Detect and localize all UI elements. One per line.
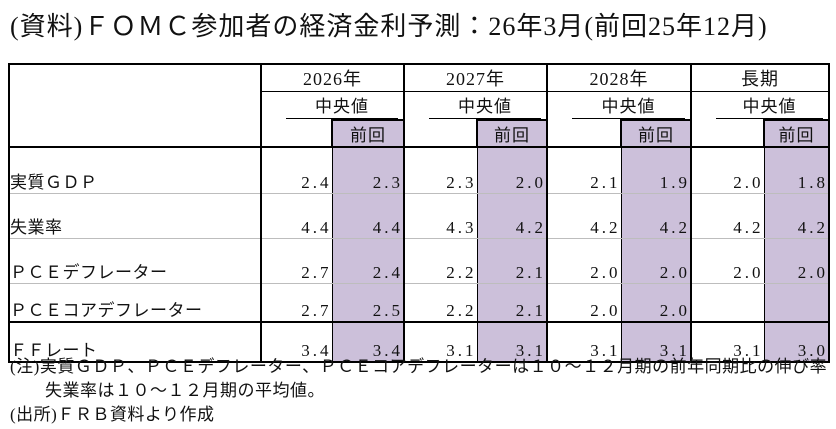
value-cell: 2.7 bbox=[260, 238, 332, 284]
year-header-2028: 2028年 bbox=[546, 64, 691, 92]
value-cell-previous bbox=[763, 283, 829, 323]
value-cell: 4.2 bbox=[690, 193, 764, 239]
note-line-2: 失業率は１０～１２月期の平均値。 bbox=[45, 381, 325, 400]
value-cell: 2.1 bbox=[546, 147, 621, 194]
row-label: ＰＣＥコアデフレーター bbox=[9, 283, 262, 323]
corner-cell bbox=[9, 64, 262, 148]
median-label: 中央値 bbox=[429, 92, 541, 119]
value-cell-previous: 2.0 bbox=[620, 238, 691, 284]
value-cell: 3.4 bbox=[260, 322, 332, 362]
value-cell-previous: 4.2 bbox=[620, 193, 691, 239]
value-cell: 3.1 bbox=[546, 322, 621, 362]
header-previous-row: 前回 前回 前回 前回 bbox=[9, 119, 829, 148]
value-cell-previous: 1.9 bbox=[620, 147, 691, 194]
median-label: 中央値 bbox=[572, 92, 685, 119]
value-cell-previous: 4.4 bbox=[331, 193, 404, 239]
blank-cell bbox=[690, 120, 764, 148]
year-header-longrun: 長期 bbox=[690, 64, 829, 92]
value-cell: 2.0 bbox=[546, 283, 621, 323]
value-cell: 3.1 bbox=[403, 322, 477, 362]
forecast-table: 2026年 2027年 2028年 長期 中央値 中央値 中央値 中央値 前回 bbox=[8, 63, 830, 363]
value-cell: 2.2 bbox=[403, 238, 477, 284]
value-cell: 4.3 bbox=[403, 193, 477, 239]
value-cell-previous: 4.2 bbox=[476, 193, 547, 239]
value-cell: 4.2 bbox=[546, 193, 621, 239]
value-cell-previous: 2.5 bbox=[331, 283, 404, 323]
value-cell-previous: 2.3 bbox=[331, 147, 404, 194]
blank-cell bbox=[546, 120, 621, 148]
table-row-pce-core-deflator: ＰＣＥコアデフレーター 2.7 2.5 2.2 2.1 2.0 2.0 bbox=[9, 283, 829, 323]
value-cell: 3.1 bbox=[690, 322, 764, 362]
blank-cell bbox=[403, 120, 477, 148]
value-cell: 4.4 bbox=[260, 193, 332, 239]
previous-header-2027: 前回 bbox=[476, 119, 547, 148]
previous-header-2028: 前回 bbox=[620, 119, 691, 148]
value-cell-previous: 3.4 bbox=[331, 322, 404, 362]
figure-title: (資料)ＦＯＭＣ参加者の経済金利予測：26年3月(前回25年12月) bbox=[10, 12, 768, 41]
value-cell-previous: 3.0 bbox=[763, 322, 829, 362]
value-cell-previous: 1.8 bbox=[763, 147, 829, 194]
median-header-2028: 中央値 bbox=[546, 91, 691, 120]
previous-header-2026: 前回 bbox=[331, 119, 404, 148]
header-median-row: 中央値 中央値 中央値 中央値 bbox=[9, 91, 829, 120]
value-cell: 2.4 bbox=[260, 147, 332, 194]
value-cell-previous: 2.1 bbox=[476, 283, 547, 323]
value-cell: 2.2 bbox=[403, 283, 477, 323]
value-cell: 2.0 bbox=[546, 238, 621, 284]
note-line-1: (注)実質ＧＤＰ、ＰＣＥデフレーター、ＰＣＥコアデフレーターは１０～１２月期の前… bbox=[10, 357, 828, 376]
median-header-longrun: 中央値 bbox=[690, 91, 829, 120]
value-cell: 2.0 bbox=[690, 238, 764, 284]
value-cell-previous: 2.4 bbox=[331, 238, 404, 284]
year-header-2026: 2026年 bbox=[260, 64, 404, 92]
table-row-unemployment: 失業率 4.4 4.4 4.3 4.2 4.2 4.2 4.2 4.2 bbox=[9, 193, 829, 239]
value-cell-previous: 4.2 bbox=[763, 193, 829, 239]
value-cell: 2.0 bbox=[690, 147, 764, 194]
median-label: 中央値 bbox=[716, 92, 823, 119]
median-header-2027: 中央値 bbox=[403, 91, 547, 120]
table-row-ff-rate: ＦＦレート 3.4 3.4 3.1 3.1 3.1 3.1 3.1 3.0 bbox=[9, 322, 829, 362]
value-cell: 2.3 bbox=[403, 147, 477, 194]
footnotes: (注)実質ＧＤＰ、ＰＣＥデフレーター、ＰＣＥコアデフレーターは１０～１２月期の前… bbox=[10, 355, 827, 427]
value-cell-previous: 2.1 bbox=[476, 238, 547, 284]
value-cell-previous: 2.0 bbox=[620, 283, 691, 323]
header-years-row: 2026年 2027年 2028年 長期 bbox=[9, 64, 829, 148]
blank-cell bbox=[260, 120, 332, 148]
value-cell bbox=[690, 283, 764, 323]
value-cell: 2.7 bbox=[260, 283, 332, 323]
row-label: 実質ＧＤＰ bbox=[9, 147, 262, 194]
row-label: ＰＣＥデフレーター bbox=[9, 238, 262, 284]
row-label: 失業率 bbox=[9, 193, 262, 239]
median-header-2026: 中央値 bbox=[260, 91, 404, 120]
table-row-pce-deflator: ＰＣＥデフレーター 2.7 2.4 2.2 2.1 2.0 2.0 2.0 2.… bbox=[9, 238, 829, 284]
median-label: 中央値 bbox=[286, 92, 398, 119]
value-cell-previous: 3.1 bbox=[620, 322, 691, 362]
table-row-real-gdp: 実質ＧＤＰ 2.4 2.3 2.3 2.0 2.1 1.9 2.0 1.8 bbox=[9, 147, 829, 194]
row-label: ＦＦレート bbox=[9, 322, 262, 362]
value-cell-previous: 2.0 bbox=[763, 238, 829, 284]
value-cell-previous: 2.0 bbox=[476, 147, 547, 194]
value-cell-previous: 3.1 bbox=[476, 322, 547, 362]
note-line-3: (出所)ＦＲＢ資料より作成 bbox=[10, 405, 215, 424]
previous-header-longrun: 前回 bbox=[763, 119, 829, 148]
year-header-2027: 2027年 bbox=[403, 64, 547, 92]
forecast-table-container: 2026年 2027年 2028年 長期 中央値 中央値 中央値 中央値 前回 bbox=[8, 63, 830, 363]
